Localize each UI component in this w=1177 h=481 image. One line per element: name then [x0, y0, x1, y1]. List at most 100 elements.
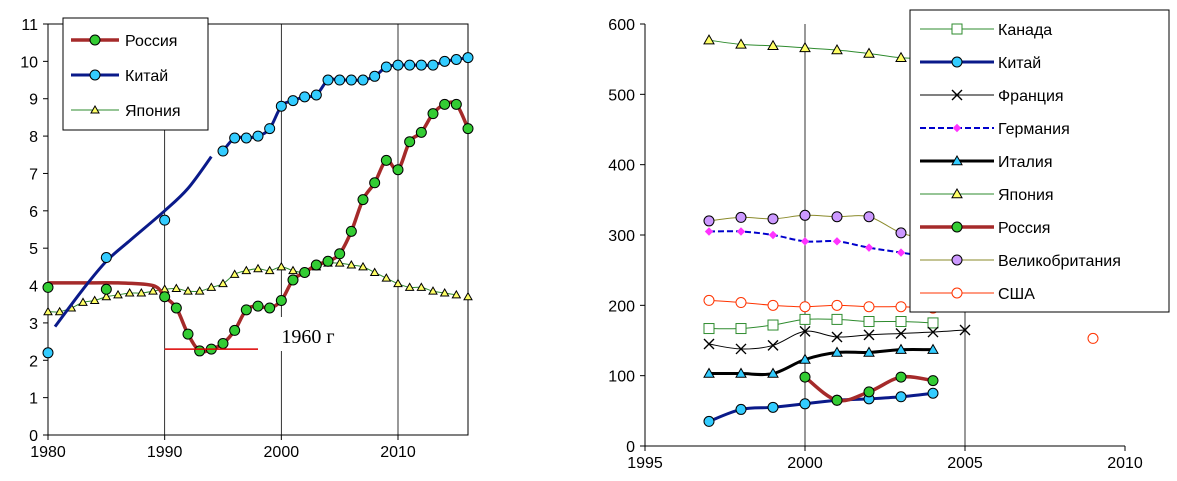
legend-swatch-marker	[90, 104, 100, 114]
data-point	[863, 316, 875, 328]
legend-label: Япония	[998, 187, 1054, 204]
data-point	[736, 227, 746, 236]
data-point	[703, 338, 715, 350]
data-point	[241, 265, 252, 275]
legend-label: Япония	[125, 103, 181, 120]
data-point	[264, 302, 276, 314]
data-point	[217, 145, 229, 157]
data-point	[767, 39, 779, 51]
legend-item: Россия	[920, 220, 1050, 237]
data-point	[767, 401, 779, 413]
data-point	[832, 237, 842, 246]
data-point	[100, 283, 112, 295]
data-point	[42, 281, 54, 293]
data-point	[358, 261, 368, 271]
data-point	[895, 391, 907, 403]
series-Италия	[703, 343, 939, 378]
x-tick-label: 1995	[627, 455, 663, 472]
y-tick-label: 3	[29, 316, 38, 333]
legend-label: США	[998, 286, 1035, 303]
chart-left-axes: 1980 1990 2000 2010 0 1 2 3 4 5 6 7 8 9 10 11	[20, 17, 469, 461]
chart-right: 1995 2000 2005 2010 0 100 200 300 400 500 600 Кана…	[608, 9, 1170, 472]
legend-item: Япония	[920, 187, 1054, 204]
data-point	[799, 41, 811, 53]
data-point	[415, 126, 427, 138]
data-point	[767, 367, 779, 378]
data-point	[767, 299, 779, 311]
data-point	[703, 415, 715, 427]
data-point	[334, 258, 345, 267]
legend-swatch-marker	[951, 254, 963, 266]
legend-label: Китай	[125, 68, 168, 85]
data-point	[927, 326, 939, 338]
y-tick-label: 200	[608, 298, 635, 315]
data-point	[463, 291, 473, 301]
data-point	[171, 283, 182, 293]
data-point	[863, 47, 875, 58]
series-Франция	[703, 324, 971, 355]
data-point	[895, 327, 907, 339]
y-tick-label: 600	[608, 17, 635, 34]
data-point	[54, 306, 65, 316]
data-point	[252, 300, 264, 312]
legend-label: Россия	[998, 220, 1050, 237]
y-tick-label: 400	[608, 158, 635, 175]
data-point	[895, 371, 907, 383]
data-point	[703, 215, 715, 227]
x-tick-label: 1990	[147, 444, 183, 461]
data-point	[735, 323, 747, 335]
legend-item: Китай	[71, 68, 168, 85]
data-point	[310, 259, 322, 271]
data-point	[831, 313, 843, 325]
chart-left: 1980 1990 2000 2010 0 1 2 3 4 5 6 7 8 9 10 11 1960 г Ро…	[20, 17, 474, 461]
data-point	[439, 98, 451, 110]
data-point	[345, 225, 357, 237]
legend-item: Великобритания	[920, 253, 1121, 270]
data-point	[310, 89, 322, 101]
y-tick-label: 0	[626, 439, 635, 456]
legend-item: США	[920, 286, 1035, 303]
data-point	[217, 337, 229, 349]
legend-swatch-marker	[951, 56, 963, 68]
series-Россия	[42, 98, 474, 357]
legend-swatch-marker	[89, 69, 101, 81]
legend-label: Германия	[998, 121, 1070, 138]
data-point	[392, 59, 404, 71]
data-point	[357, 74, 369, 86]
y-tick-label: 5	[29, 241, 38, 258]
data-point	[703, 34, 715, 45]
data-point	[182, 328, 194, 340]
legend-item: Германия	[920, 121, 1070, 138]
y-tick-label: 9	[29, 92, 38, 109]
data-point	[896, 248, 906, 257]
data-point	[735, 403, 747, 415]
data-point	[799, 398, 811, 410]
data-point	[322, 255, 334, 267]
chart-right-legend: Канада Китай Франция Германия Италия Япония Ро…	[909, 9, 1170, 313]
legend-label: Великобритания	[998, 253, 1121, 270]
data-point	[276, 261, 287, 271]
y-tick-label: 11	[21, 17, 38, 34]
data-point	[357, 194, 369, 206]
data-point	[450, 53, 462, 65]
data-point	[735, 367, 747, 378]
data-point	[1087, 332, 1099, 344]
data-point	[895, 227, 907, 239]
data-point	[927, 317, 939, 329]
data-point	[240, 304, 252, 316]
x-tick-label: 2000	[787, 455, 823, 472]
series-line	[708, 329, 966, 350]
y-tick-label: 6	[29, 204, 38, 221]
data-point	[89, 295, 100, 304]
data-point	[800, 237, 810, 246]
data-point	[229, 324, 241, 336]
data-point	[240, 132, 252, 144]
data-point	[439, 55, 451, 67]
data-point	[43, 306, 53, 316]
data-point	[895, 51, 907, 63]
data-point	[393, 278, 403, 288]
data-point	[462, 123, 474, 135]
data-point	[927, 343, 939, 354]
data-point	[369, 70, 381, 82]
data-point	[703, 323, 715, 335]
